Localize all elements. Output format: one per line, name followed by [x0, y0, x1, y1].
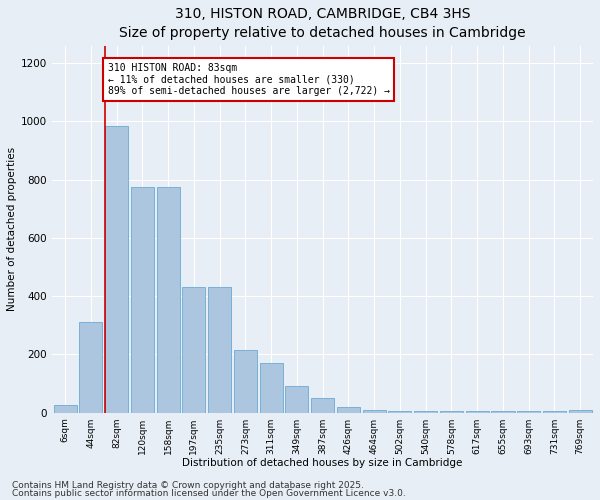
Bar — [79, 322, 103, 412]
Bar — [157, 187, 180, 412]
Bar — [569, 410, 592, 412]
Bar — [517, 411, 540, 412]
Bar — [105, 126, 128, 412]
Bar — [53, 406, 77, 412]
X-axis label: Distribution of detached houses by size in Cambridge: Distribution of detached houses by size … — [182, 458, 463, 468]
Bar — [414, 411, 437, 412]
Bar — [311, 398, 334, 412]
Bar — [182, 288, 205, 412]
Bar — [543, 411, 566, 412]
Bar — [208, 288, 231, 412]
Title: 310, HISTON ROAD, CAMBRIDGE, CB4 3HS
Size of property relative to detached house: 310, HISTON ROAD, CAMBRIDGE, CB4 3HS Siz… — [119, 7, 526, 40]
Text: Contains HM Land Registry data © Crown copyright and database right 2025.: Contains HM Land Registry data © Crown c… — [12, 480, 364, 490]
Bar — [131, 187, 154, 412]
Bar — [466, 411, 489, 412]
Bar — [440, 411, 463, 412]
Bar — [388, 411, 412, 412]
Bar — [337, 408, 360, 412]
Bar — [362, 410, 386, 412]
Text: 310 HISTON ROAD: 83sqm
← 11% of detached houses are smaller (330)
89% of semi-de: 310 HISTON ROAD: 83sqm ← 11% of detached… — [107, 63, 389, 96]
Bar — [491, 411, 515, 412]
Bar — [234, 350, 257, 412]
Text: Contains public sector information licensed under the Open Government Licence v3: Contains public sector information licen… — [12, 489, 406, 498]
Bar — [260, 363, 283, 412]
Bar — [285, 386, 308, 412]
Y-axis label: Number of detached properties: Number of detached properties — [7, 147, 17, 312]
